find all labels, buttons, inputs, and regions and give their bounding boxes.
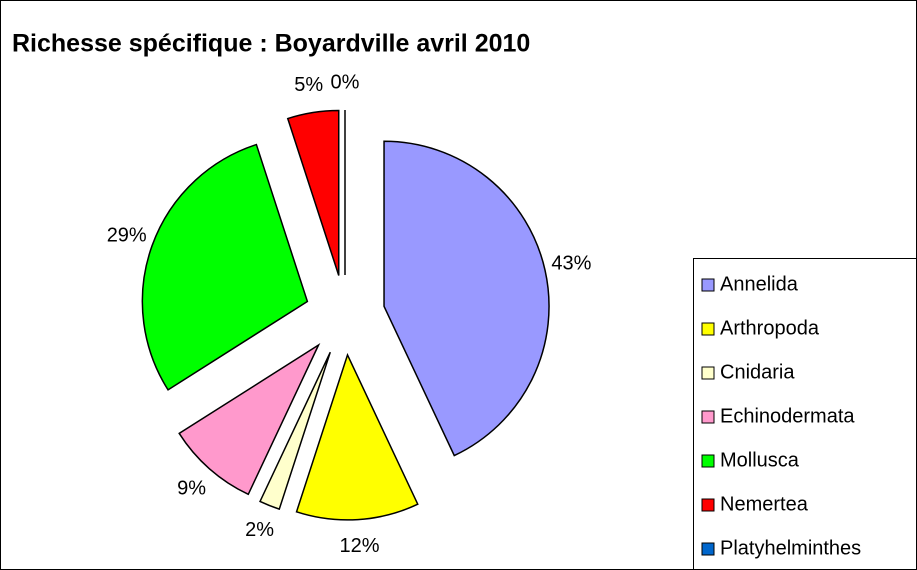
legend-label: Annelida: [720, 273, 799, 295]
legend-box: [693, 258, 917, 570]
data-label: 5%: [294, 74, 323, 96]
data-label: 29%: [107, 225, 147, 247]
chart-title: Richesse spécifique : Boyardville avril …: [12, 30, 530, 58]
legend-label: Cnidaria: [720, 361, 795, 383]
legend-swatch: [701, 322, 715, 336]
legend-swatch: [701, 410, 715, 424]
pie-slice: [259, 351, 331, 511]
legend-label: Mollusca: [720, 449, 800, 471]
pie-slice: [286, 109, 340, 276]
legend-label: Platyhelminthes: [720, 537, 861, 559]
legend-swatch: [701, 454, 715, 468]
pie-slice: [141, 143, 309, 391]
pie-slice: [178, 342, 321, 496]
legend-swatch: [701, 278, 715, 292]
legend-label: Nemertea: [720, 493, 809, 515]
data-label: 0%: [331, 71, 360, 93]
data-label: 43%: [551, 253, 591, 275]
data-label: 9%: [177, 477, 206, 499]
legend-label: Echinodermata: [720, 405, 855, 427]
legend-swatch: [701, 542, 715, 556]
legend-label: Arthropoda: [720, 317, 820, 339]
legend-swatch: [701, 498, 715, 512]
data-label: 2%: [245, 519, 274, 541]
data-label: 12%: [340, 535, 380, 557]
pie-slice: [383, 140, 550, 457]
pie-slice: [295, 352, 419, 521]
legend-swatch: [701, 366, 715, 380]
